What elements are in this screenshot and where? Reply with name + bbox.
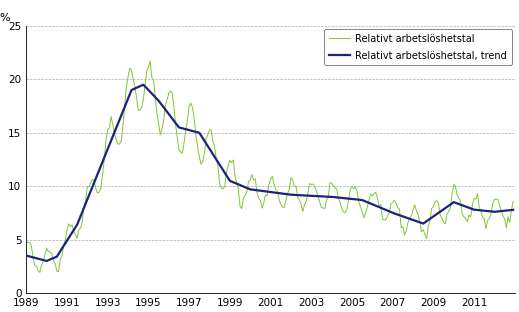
Relativt arbetslöshetstal — [471, 197, 477, 200]
Relativt arbetslöshetstal, trend — [444, 205, 450, 209]
Relativt arbetslöshetstal, trend — [456, 202, 462, 206]
Relativt arbetslöshetstal, trend — [67, 233, 74, 237]
Line: Relativt arbetslöshetstal: Relativt arbetslöshetstal — [26, 61, 513, 272]
Relativt arbetslöshetstal — [272, 188, 279, 191]
Relativt arbetslöshetstal — [456, 197, 462, 200]
Relativt arbetslöshetstal — [23, 240, 30, 244]
Relativt arbetslöshetstal — [444, 212, 450, 216]
Relativt arbetslöshetstal, trend — [435, 211, 442, 215]
Relativt arbetslöshetstal — [147, 59, 153, 63]
Relativt arbetslöshetstal — [510, 199, 516, 203]
Relativt arbetslöshetstal — [435, 202, 442, 206]
Relativt arbetslöshetstal, trend — [44, 259, 50, 263]
Relativt arbetslöshetstal, trend — [510, 208, 516, 212]
Relativt arbetslöshetstal — [37, 271, 43, 274]
Legend: Relativt arbetslöshetstal, Relativt arbetslöshetstal, trend: Relativt arbetslöshetstal, Relativt arbe… — [324, 29, 512, 66]
Relativt arbetslöshetstal — [67, 224, 74, 228]
Relativt arbetslöshetstal, trend — [140, 83, 146, 86]
Text: %: % — [0, 13, 10, 23]
Relativt arbetslöshetstal, trend — [272, 191, 279, 195]
Line: Relativt arbetslöshetstal, trend: Relativt arbetslöshetstal, trend — [26, 85, 513, 261]
Relativt arbetslöshetstal, trend — [23, 254, 30, 257]
Relativt arbetslöshetstal, trend — [471, 208, 477, 212]
